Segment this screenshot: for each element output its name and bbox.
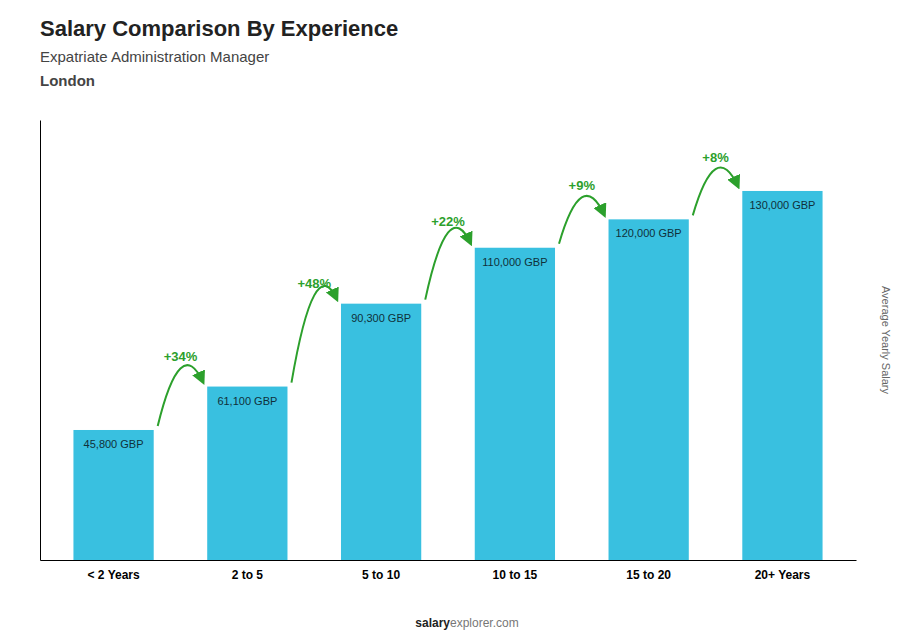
y-axis-line <box>40 121 41 561</box>
data-label: 120,000 GBP <box>616 227 682 239</box>
x-tick: 15 to 20 <box>626 560 671 582</box>
subtitle: Expatriate Administration Manager <box>40 48 269 65</box>
x-tick: 2 to 5 <box>232 560 264 582</box>
city: London <box>40 72 95 89</box>
y-axis-title: Average Yearly Salary <box>880 286 892 395</box>
x-tick-label: 10 to 15 <box>493 568 538 582</box>
bar <box>341 304 421 560</box>
x-tick: 10 to 15 <box>493 560 538 582</box>
change-arrow <box>559 196 605 244</box>
x-tick-label: 2 to 5 <box>232 568 264 582</box>
x-tick: < 2 Years <box>87 560 139 582</box>
change-arrow <box>425 228 471 300</box>
x-tick: 20+ Years <box>755 560 811 582</box>
bar <box>207 387 287 560</box>
bar <box>742 191 822 560</box>
x-tick-label: 15 to 20 <box>626 568 671 582</box>
change-label: +22% <box>431 214 465 229</box>
x-axis-line <box>41 560 857 561</box>
change-label: +8% <box>702 150 729 165</box>
x-tick: 5 to 10 <box>362 560 400 582</box>
plot: < 2 Years 2 to 5 5 to 10 10 to 15 15 to 20 20… <box>41 121 857 582</box>
change-label: +34% <box>164 349 198 364</box>
bars <box>73 191 822 560</box>
bar <box>73 430 153 560</box>
x-tick-label: 5 to 10 <box>362 568 400 582</box>
title: Salary Comparison By Experience <box>40 16 398 41</box>
footer: explorer.com <box>450 616 519 630</box>
data-label: 61,100 GBP <box>217 395 277 407</box>
change-arrow <box>693 167 739 215</box>
data-label: 110,000 GBP <box>482 256 547 268</box>
data-label: 90,300 GBP <box>351 312 411 324</box>
y-axis <box>40 121 41 561</box>
labels: 45,800 GBP 61,100 GBP 90,300 GBP 110,000 GB… <box>84 150 816 450</box>
change-label: +48% <box>297 276 331 291</box>
data-label: 45,800 GBP <box>84 438 144 450</box>
change-arrow <box>291 286 337 383</box>
x-tick-label: 20+ Years <box>755 568 811 582</box>
chart: Salary Comparison By Experience Expatriat… <box>0 0 900 641</box>
footer: salary <box>415 616 450 630</box>
x-tick-label: < 2 Years <box>87 568 139 582</box>
bar <box>475 248 555 560</box>
data-label: 130,000 GBP <box>749 199 815 211</box>
bar <box>609 219 689 560</box>
change-arrow <box>158 365 204 426</box>
x-axis: < 2 Years 2 to 5 5 to 10 10 to 15 15 to 20 20… <box>41 560 857 582</box>
change-label: +9% <box>569 178 596 193</box>
